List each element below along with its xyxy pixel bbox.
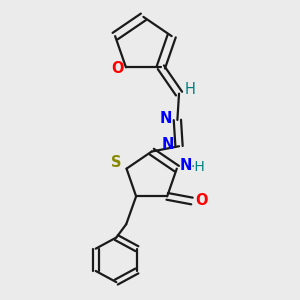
Text: N: N <box>161 137 174 152</box>
Text: O: O <box>195 194 207 208</box>
Text: O: O <box>111 61 124 76</box>
Text: S: S <box>111 155 122 170</box>
Text: N: N <box>160 111 172 126</box>
Text: H: H <box>184 82 195 98</box>
Text: N: N <box>180 158 192 173</box>
Text: ·H: ·H <box>191 160 206 174</box>
